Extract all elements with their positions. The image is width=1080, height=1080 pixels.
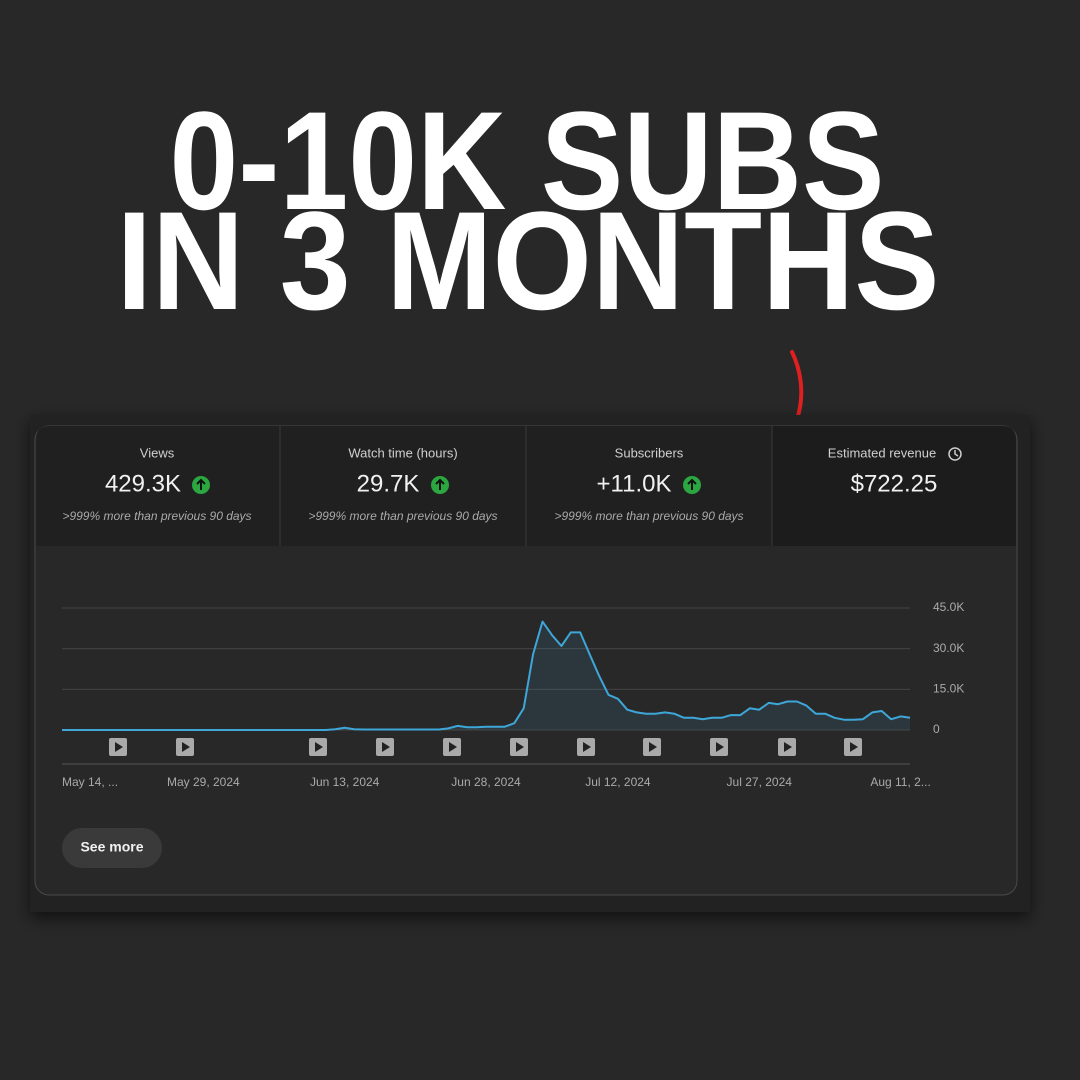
clock-icon: [948, 447, 962, 461]
video-marker: [382, 742, 390, 752]
card-change: >999% more than previous 90 days: [308, 509, 497, 523]
video-marker: [716, 742, 724, 752]
x-tick-label: Aug 11, 2...: [870, 775, 931, 789]
video-marker: [649, 742, 657, 752]
video-marker: [449, 742, 457, 752]
x-tick-label: Jun 13, 2024: [310, 775, 380, 789]
video-marker: [784, 742, 792, 752]
see-more-button[interactable]: [62, 828, 162, 868]
line: [62, 620, 911, 731]
x-tick-label: Jul 12, 2024: [585, 775, 651, 789]
video-marker: [182, 742, 190, 752]
card-value: +11.0K: [597, 470, 672, 497]
card-title: Views: [140, 445, 175, 460]
video-marker: [115, 742, 123, 752]
area: [62, 621, 910, 730]
x-tick-label: Jul 27, 2024: [727, 775, 793, 789]
card-title: Subscribers: [615, 445, 684, 460]
y-tick-label: 45.0K: [933, 600, 964, 614]
video-marker: [315, 742, 323, 752]
button-label[interactable]: See more: [80, 839, 143, 855]
card-change: >999% more than previous 90 days: [554, 509, 743, 523]
x-tick-label: Jun 28, 2024: [451, 775, 521, 789]
card-value: 429.3K: [105, 470, 181, 497]
y-tick-label: 15.0K: [933, 682, 964, 696]
card-title: Watch time (hours): [348, 445, 457, 460]
up-icon: [687, 478, 697, 490]
card-value: $722.25: [851, 470, 938, 497]
cards-bg: [36, 426, 772, 546]
video-marker: [516, 742, 524, 752]
card-bg: [772, 426, 1016, 546]
card-title: Estimated revenue: [828, 445, 936, 460]
up-icon: [196, 478, 206, 490]
video-marker: [850, 742, 858, 752]
headline: IN 3 MONTHS: [117, 182, 940, 339]
card-change: >999% more than previous 90 days: [62, 509, 251, 523]
x-tick-label: May 14, ...: [62, 775, 118, 789]
video-marker: [583, 742, 591, 752]
up-icon: [435, 478, 445, 490]
y-tick-label: 30.0K: [933, 641, 964, 655]
card-value: 29.7K: [357, 470, 420, 497]
headline: 0-10K SUBS: [170, 82, 885, 239]
x-tick-label: May 29, 2024: [167, 775, 240, 789]
y-tick-label: 0: [933, 722, 940, 736]
